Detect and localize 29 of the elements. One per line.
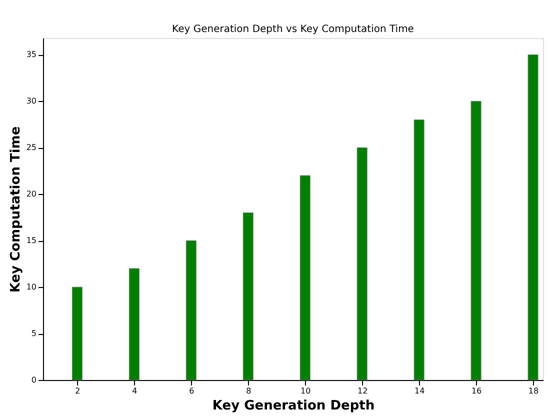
y-tick-label: 5 [31,329,36,338]
y-tick-label: 35 [26,50,36,60]
y-tick-label: 15 [26,236,36,246]
bar [470,100,482,380]
bar [242,212,254,380]
bar [300,175,310,380]
x-tick-label: 10 [300,386,311,396]
x-tick-label: 6 [189,386,194,396]
y-axis-title: Key Computation Time [8,126,24,293]
x-tick-label: 8 [246,386,252,396]
chart-title: Key Generation Depth vs Key Computation Time [172,24,414,35]
y-tick-label: 30 [26,96,36,106]
bar [128,268,140,380]
bar [414,120,424,380]
x-tick-label: 2 [75,386,80,396]
x-tick-label: 14 [414,386,425,396]
bar [356,147,368,380]
y-tick-label: 0 [31,376,36,384]
bar [186,240,196,380]
bar [528,54,538,380]
x-tick-label: 12 [357,386,368,396]
y-tick-label: 20 [26,190,36,199]
y-tick-label: 10 [26,282,36,292]
x-tick-label: 16 [471,386,482,396]
x-tick-label: 18 [528,386,539,396]
x-axis-title: Key Generation Depth [212,398,375,414]
y-tick-label: 25 [26,143,36,152]
x-tick-label: 4 [132,386,138,396]
bar [72,286,82,380]
